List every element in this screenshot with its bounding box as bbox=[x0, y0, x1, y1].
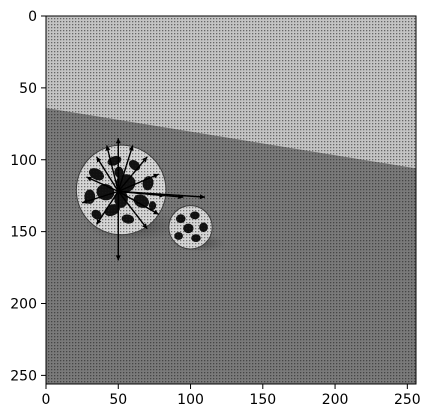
vector-arrow bbox=[117, 190, 148, 230]
x-tick-label: 50 bbox=[109, 392, 127, 408]
vector-arrow bbox=[118, 190, 206, 198]
x-tick-label: 150 bbox=[249, 392, 276, 408]
y-tick-label: 0 bbox=[28, 9, 37, 25]
vector-arrowhead bbox=[128, 145, 134, 151]
y-tick-label: 150 bbox=[10, 225, 37, 241]
y-tick-label: 250 bbox=[10, 368, 37, 384]
vector-arrowhead bbox=[153, 173, 159, 179]
vector-arrow bbox=[86, 176, 119, 193]
image-area bbox=[46, 16, 416, 384]
vector-arrow bbox=[96, 190, 119, 225]
dither-overlay bbox=[46, 16, 416, 384]
vector-arrow bbox=[117, 145, 134, 192]
vector-arrowhead bbox=[142, 156, 148, 163]
vector-arrowhead bbox=[86, 176, 93, 182]
vector-arrowhead bbox=[115, 255, 121, 261]
x-axis: 0 50 100 150 200 250 bbox=[42, 384, 421, 408]
axes-frame bbox=[45, 15, 417, 385]
vector-arrowhead bbox=[199, 194, 205, 200]
vector-arrowhead bbox=[105, 145, 111, 151]
vector-arrowhead bbox=[142, 223, 148, 229]
vector-field bbox=[81, 138, 206, 261]
y-tick-label: 100 bbox=[10, 153, 37, 169]
vector-arrow bbox=[81, 190, 119, 204]
vector-arrow bbox=[106, 145, 119, 192]
y-tick-label: 50 bbox=[19, 81, 37, 97]
x-tick-label: 250 bbox=[394, 392, 421, 408]
vector-arrowhead bbox=[153, 209, 159, 215]
x-tick-label: 0 bbox=[42, 392, 51, 408]
x-tick-label: 200 bbox=[322, 392, 349, 408]
vector-arrowhead bbox=[115, 138, 121, 144]
vector-arrow bbox=[95, 156, 119, 192]
y-axis: 0 50 100 150 200 250 bbox=[10, 9, 46, 384]
vector-arrow bbox=[117, 156, 148, 192]
x-tick-label: 100 bbox=[177, 392, 204, 408]
vector-arrow bbox=[117, 190, 160, 215]
vector-arrowhead bbox=[82, 198, 88, 204]
vector-arrow bbox=[117, 173, 160, 193]
y-tick-label: 200 bbox=[10, 297, 37, 313]
vector-arrowhead bbox=[96, 218, 102, 225]
vector-arrowhead bbox=[96, 156, 102, 163]
